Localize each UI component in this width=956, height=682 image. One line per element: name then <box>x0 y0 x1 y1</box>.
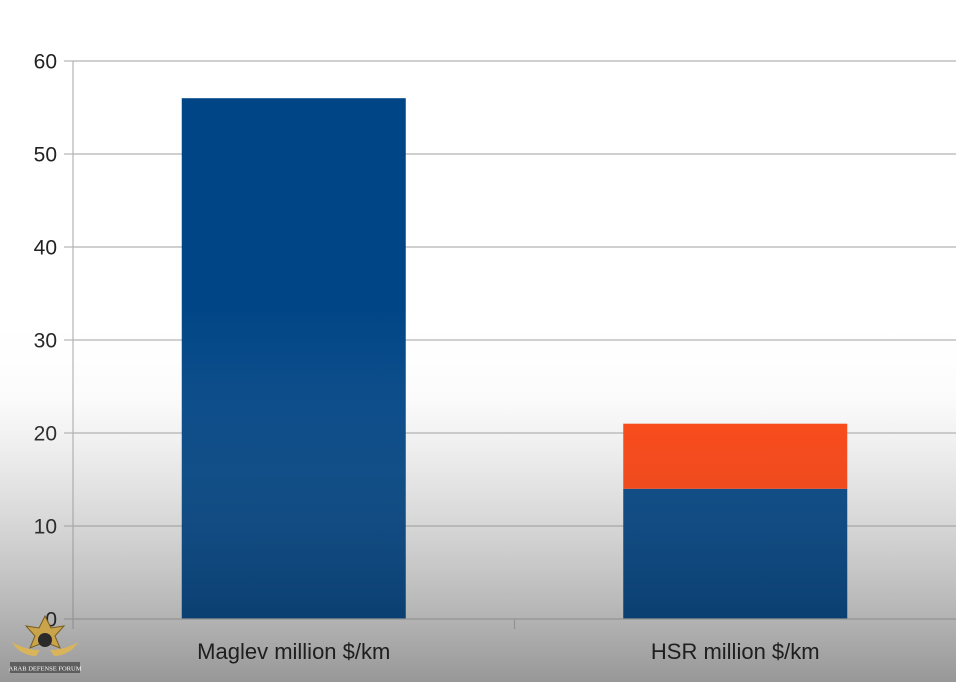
svg-text:ARAB DEFENSE FORUM: ARAB DEFENSE FORUM <box>9 666 82 673</box>
bar-1-series-1 <box>623 423 848 489</box>
y-tick-label: 40 <box>34 237 57 260</box>
bars <box>181 98 848 619</box>
y-tick-label: 20 <box>34 423 57 446</box>
x-category-label: HSR million $/km <box>651 639 820 664</box>
y-tick-label: 50 <box>34 144 57 167</box>
forum-logo: ARAB DEFENSE FORUM <box>9 614 82 673</box>
x-category-label: Maglev million $/km <box>197 639 390 664</box>
y-tick-label: 10 <box>34 516 57 539</box>
y-tick-label: 30 <box>34 330 57 353</box>
y-tick-label: 60 <box>34 51 57 74</box>
bar-1-series-0 <box>623 488 848 619</box>
bar-0-series-0 <box>181 98 406 619</box>
